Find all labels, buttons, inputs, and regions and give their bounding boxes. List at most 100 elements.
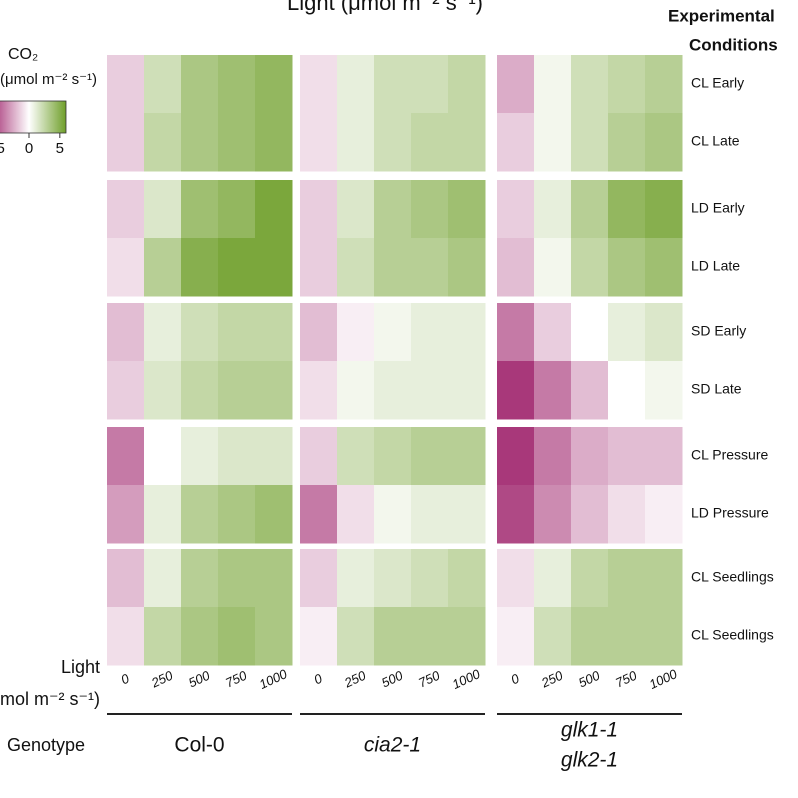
heat-cell xyxy=(571,549,609,608)
heat-cell xyxy=(448,361,486,420)
heat-cell xyxy=(411,607,449,666)
row-label: SD Late xyxy=(691,381,742,397)
heat-cell xyxy=(144,485,182,544)
heat-cell xyxy=(107,113,145,172)
heat-cell xyxy=(497,427,535,486)
heat-cell xyxy=(497,607,535,666)
heat-cell xyxy=(107,303,145,362)
heat-cell xyxy=(181,55,219,114)
heat-cell xyxy=(571,55,609,114)
heat-cell xyxy=(497,303,535,362)
heat-cell xyxy=(144,549,182,608)
heat-cell xyxy=(608,238,646,297)
column-label: 500 xyxy=(186,667,213,690)
condition-title: Conditions xyxy=(689,35,778,54)
heat-cell xyxy=(218,485,256,544)
heat-cell xyxy=(374,549,412,608)
heat-cell xyxy=(107,427,145,486)
heat-cell xyxy=(645,180,683,239)
heat-cell xyxy=(497,485,535,544)
heat-cell xyxy=(411,303,449,362)
heat-cell xyxy=(218,361,256,420)
x-axis-label: Light xyxy=(61,657,100,677)
heat-cell xyxy=(534,113,572,172)
heat-cell xyxy=(107,238,145,297)
heat-cell xyxy=(448,549,486,608)
heat-cell xyxy=(181,361,219,420)
heat-cell xyxy=(534,549,572,608)
heat-cell xyxy=(374,180,412,239)
heat-cell xyxy=(374,485,412,544)
heat-cell xyxy=(608,180,646,239)
column-label: 1000 xyxy=(450,666,483,692)
column-label: 0 xyxy=(119,670,133,687)
column-label: 500 xyxy=(576,667,603,690)
heat-cell xyxy=(411,238,449,297)
heat-cell xyxy=(374,113,412,172)
heat-cell xyxy=(255,427,293,486)
heat-cell xyxy=(534,427,572,486)
heat-cell xyxy=(411,361,449,420)
heat-cell xyxy=(448,113,486,172)
heat-cell xyxy=(144,303,182,362)
heat-cell xyxy=(374,607,412,666)
heat-cell xyxy=(255,361,293,420)
heat-cell xyxy=(534,303,572,362)
heat-cell xyxy=(645,607,683,666)
heat-cell xyxy=(497,113,535,172)
heat-cell xyxy=(107,55,145,114)
row-label: CL Seedlings xyxy=(691,627,774,643)
heat-cell xyxy=(448,55,486,114)
heat-cell xyxy=(497,549,535,608)
row-label: CL Late xyxy=(691,133,740,149)
heat-cell xyxy=(497,55,535,114)
heat-cell xyxy=(374,361,412,420)
heat-cell xyxy=(411,485,449,544)
heat-cell xyxy=(300,113,338,172)
heat-cell xyxy=(255,607,293,666)
heat-cell xyxy=(218,549,256,608)
chart-title: Light (μmol m⁻² s⁻¹) xyxy=(287,0,483,15)
heat-cell xyxy=(645,427,683,486)
heat-cell xyxy=(181,303,219,362)
column-label: 250 xyxy=(341,667,369,691)
heat-cell xyxy=(337,55,375,114)
heat-cell xyxy=(181,180,219,239)
heat-cell xyxy=(571,180,609,239)
heat-cell xyxy=(107,549,145,608)
heat-cell xyxy=(534,238,572,297)
heat-cell xyxy=(497,238,535,297)
heat-cell xyxy=(300,427,338,486)
heat-cell xyxy=(300,180,338,239)
heat-cell xyxy=(374,238,412,297)
heat-cell xyxy=(255,55,293,114)
heat-cell xyxy=(181,549,219,608)
heat-cell xyxy=(374,55,412,114)
heat-cell xyxy=(608,361,646,420)
heat-cell xyxy=(300,55,338,114)
heat-cell xyxy=(337,361,375,420)
heat-cell xyxy=(645,238,683,297)
row-label: CL Pressure xyxy=(691,447,769,463)
heat-cell xyxy=(571,607,609,666)
heat-cell xyxy=(448,180,486,239)
heat-cell xyxy=(411,427,449,486)
heat-cell xyxy=(411,549,449,608)
heat-cell xyxy=(144,427,182,486)
heat-cell xyxy=(107,361,145,420)
column-label: 500 xyxy=(379,667,406,690)
colorbar-tick-label: 0 xyxy=(25,140,33,157)
heat-cell xyxy=(107,180,145,239)
heat-cell xyxy=(448,485,486,544)
heat-cell xyxy=(218,607,256,666)
heat-cell xyxy=(337,180,375,239)
heat-cell xyxy=(181,427,219,486)
heat-cell xyxy=(645,485,683,544)
heat-cell xyxy=(144,113,182,172)
heat-cell xyxy=(645,549,683,608)
heat-cell xyxy=(337,113,375,172)
heat-cell xyxy=(374,303,412,362)
colorbar-tick-label: 5 xyxy=(56,140,64,157)
genotype-label: cia2-1 xyxy=(364,734,421,757)
